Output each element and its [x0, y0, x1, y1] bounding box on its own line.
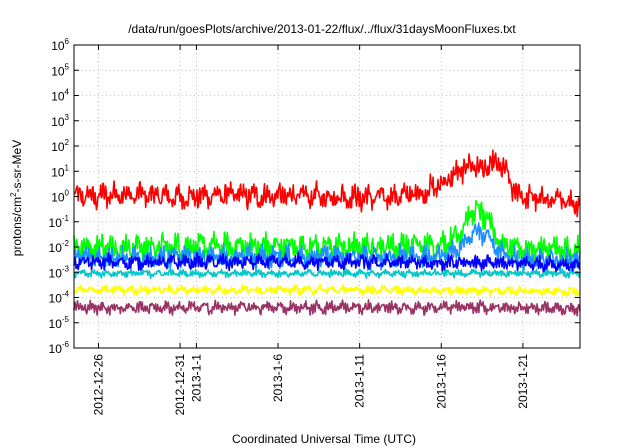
- x-tick-label: 2012-12-26: [91, 354, 105, 416]
- y-tick-label: 105: [51, 62, 69, 78]
- y-tick-label: 100: [51, 189, 69, 205]
- y-axis-title-text: protons/cm: [10, 197, 24, 256]
- y-tick-label: 10-1: [49, 214, 70, 230]
- y-tick-label: 104: [51, 88, 69, 104]
- x-tick-label: 2013-1-1: [189, 354, 203, 402]
- y-tick-label: 10-4: [49, 290, 70, 306]
- x-tick-label: 2013-1-6: [271, 354, 285, 402]
- flux-series-7: [73, 299, 581, 317]
- x-tick-label: 2013-1-16: [434, 354, 448, 409]
- y-tick-label: 10-2: [49, 239, 70, 255]
- flux-series-6: [73, 283, 581, 297]
- y-tick-label: 106: [51, 37, 69, 53]
- svg-text:protons/cm2-s-sr-MeV: protons/cm2-s-sr-MeV: [9, 140, 24, 256]
- y-tick-label: 10-6: [49, 340, 70, 356]
- y-tick-label: 10-5: [49, 315, 70, 331]
- y-tick-label: 103: [51, 113, 69, 129]
- flux-series-3: [73, 222, 581, 275]
- flux-series-5: [73, 268, 581, 279]
- flux-series-1: [73, 149, 581, 218]
- x-tick-label: 2012-12-31: [173, 354, 187, 416]
- y-axis-title: protons/cm2-s-sr-MeV: [9, 140, 24, 256]
- y-tick-label: 101: [51, 163, 69, 179]
- x-axis-title: Coordinated Universal Time (UTC): [232, 432, 416, 446]
- axis-ticks: 10-6 10-5 10-4 10-3 10-2 10-1 100 101 102 103 104 1…: [49, 37, 580, 415]
- flux-series-2: [73, 199, 581, 266]
- y-tick-label: 10-3: [49, 264, 70, 280]
- x-tick-label: 2013-1-11: [353, 354, 367, 408]
- flux-series-4: [73, 251, 581, 274]
- x-tick-label: 2013-1-21: [516, 354, 530, 409]
- y-axis-title-sup: 2: [9, 192, 18, 197]
- y-tick-label: 102: [51, 138, 69, 154]
- series-layer: [73, 149, 581, 317]
- y-axis-title-rest: -s-sr-MeV: [10, 140, 24, 193]
- chart-title: /data/run/goesPlots/archive/2013-01-22/f…: [128, 22, 516, 36]
